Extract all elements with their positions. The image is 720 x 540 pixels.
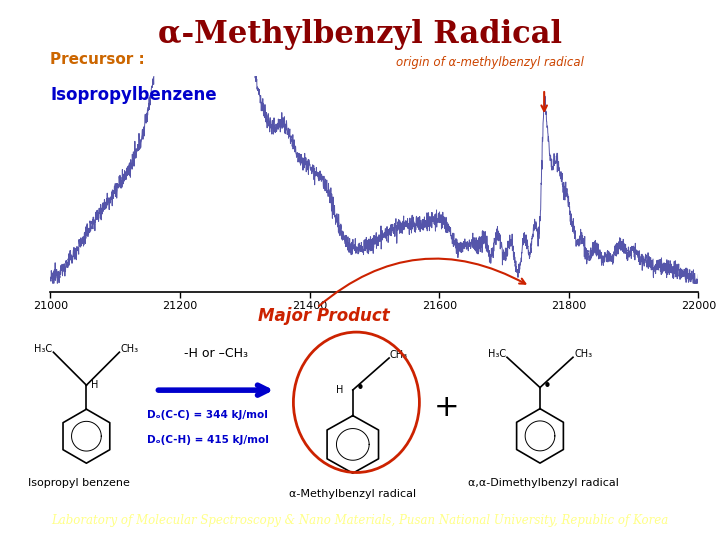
Text: •: • — [543, 380, 552, 394]
Text: α-Methylbenzyl Radical: α-Methylbenzyl Radical — [158, 19, 562, 50]
Text: α-Methylbenzyl radical: α-Methylbenzyl radical — [289, 489, 416, 499]
Text: -H or –CH₃: -H or –CH₃ — [184, 347, 248, 360]
Text: H: H — [91, 380, 99, 390]
Text: Precursor :: Precursor : — [50, 52, 145, 68]
Text: •: • — [356, 381, 365, 396]
Text: H: H — [336, 385, 343, 395]
Text: CH₃: CH₃ — [120, 344, 139, 354]
Text: H₃C: H₃C — [34, 344, 53, 354]
Text: CH₃: CH₃ — [574, 349, 593, 359]
Text: Isopropyl benzene: Isopropyl benzene — [28, 478, 130, 488]
Text: Dₒ(C-C) = 344 kJ/mol: Dₒ(C-C) = 344 kJ/mol — [147, 410, 268, 421]
Text: Laboratory of Molecular Spectroscopy & Nano Materials, Pusan National University: Laboratory of Molecular Spectroscopy & N… — [51, 514, 669, 527]
Text: CH₃: CH₃ — [390, 350, 408, 360]
Text: H₃C: H₃C — [487, 349, 506, 359]
Text: Dₒ(C-H) = 415 kJ/mol: Dₒ(C-H) = 415 kJ/mol — [147, 435, 269, 445]
Text: Isopropylbenzene: Isopropylbenzene — [50, 86, 217, 104]
Text: α,α-Dimethylbenzyl radical: α,α-Dimethylbenzyl radical — [468, 478, 619, 488]
Text: Major Product: Major Product — [258, 307, 390, 325]
Text: +: + — [433, 393, 459, 422]
Text: origin of α-methylbenzyl radical: origin of α-methylbenzyl radical — [396, 56, 584, 69]
